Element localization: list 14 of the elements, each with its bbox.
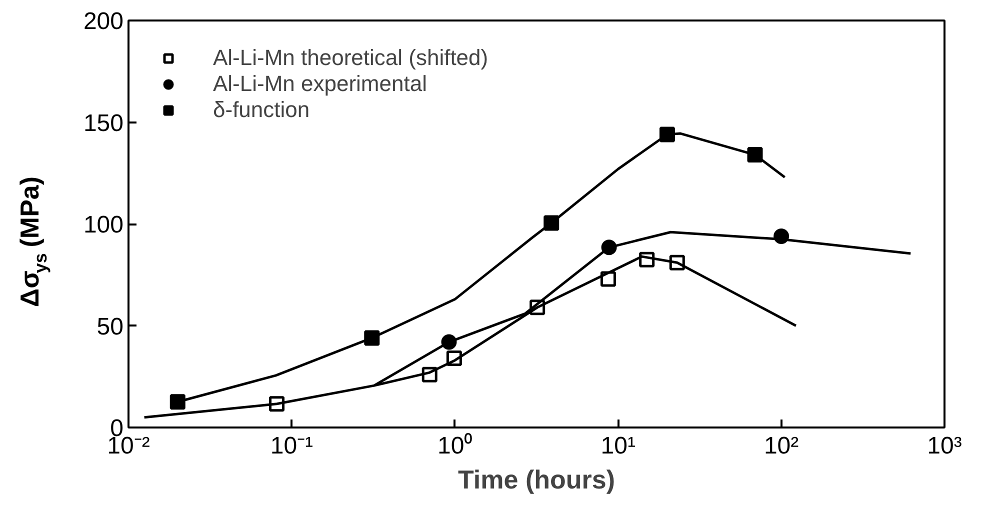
x-tick-label: 10⁰ <box>438 432 472 460</box>
y-tick-label: 200 <box>83 8 124 35</box>
legend-label: Al-Li-Mn theoretical (shifted) <box>213 45 488 71</box>
y-tick-label: 100 <box>83 212 124 238</box>
legend-label: δ-function <box>213 97 310 123</box>
y-axis-title: Δσys (MPa) <box>14 176 50 308</box>
x-tick-label: 10¹ <box>600 432 636 460</box>
x-tick-label: 10⁻¹ <box>270 432 314 460</box>
x-tick-label: 10³ <box>927 432 962 460</box>
x-axis-title: Time (hours) <box>458 464 615 494</box>
y-tick-label: 50 <box>96 313 124 340</box>
x-tick-label: 10² <box>764 432 799 460</box>
y-tick-label: 150 <box>83 110 124 137</box>
legend-label: Al-Li-Mn experimental <box>213 71 427 97</box>
